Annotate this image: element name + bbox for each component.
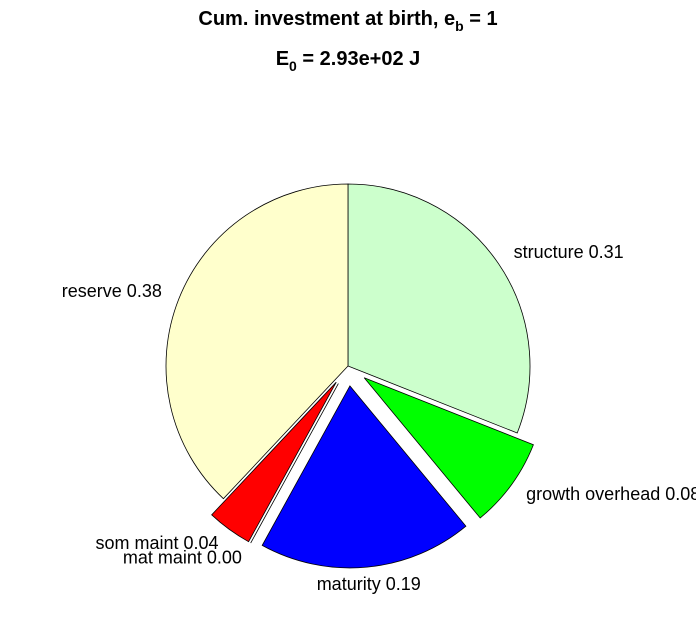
pie-slice	[211, 381, 337, 543]
subtitle-subscript: 0	[289, 58, 297, 74]
pie-slice	[363, 377, 534, 519]
pie-slice	[261, 385, 467, 569]
title-text: Cum. investment at birth, e	[198, 8, 455, 30]
slice-label: structure 0.31	[514, 242, 624, 262]
slice-label: mat maint 0.00	[123, 548, 242, 568]
title-tail: = 1	[464, 8, 498, 30]
slice-label: reserve 0.38	[62, 281, 162, 301]
slice-label: growth overhead 0.08	[526, 484, 696, 504]
chart-title: Cum. investment at birth, eb = 1	[198, 8, 497, 33]
subtitle-text: E	[276, 48, 289, 70]
pie-slice	[347, 183, 531, 434]
chart-subtitle: E0 = 2.93e+02 J	[276, 48, 421, 73]
pie-slice	[250, 383, 339, 544]
title-subscript: b	[455, 18, 464, 34]
subtitle-tail: = 2.93e+02 J	[297, 48, 420, 70]
slice-label: som maint 0.04	[96, 533, 219, 553]
slice-label: maturity 0.19	[317, 574, 421, 594]
pie-slice	[165, 183, 349, 500]
